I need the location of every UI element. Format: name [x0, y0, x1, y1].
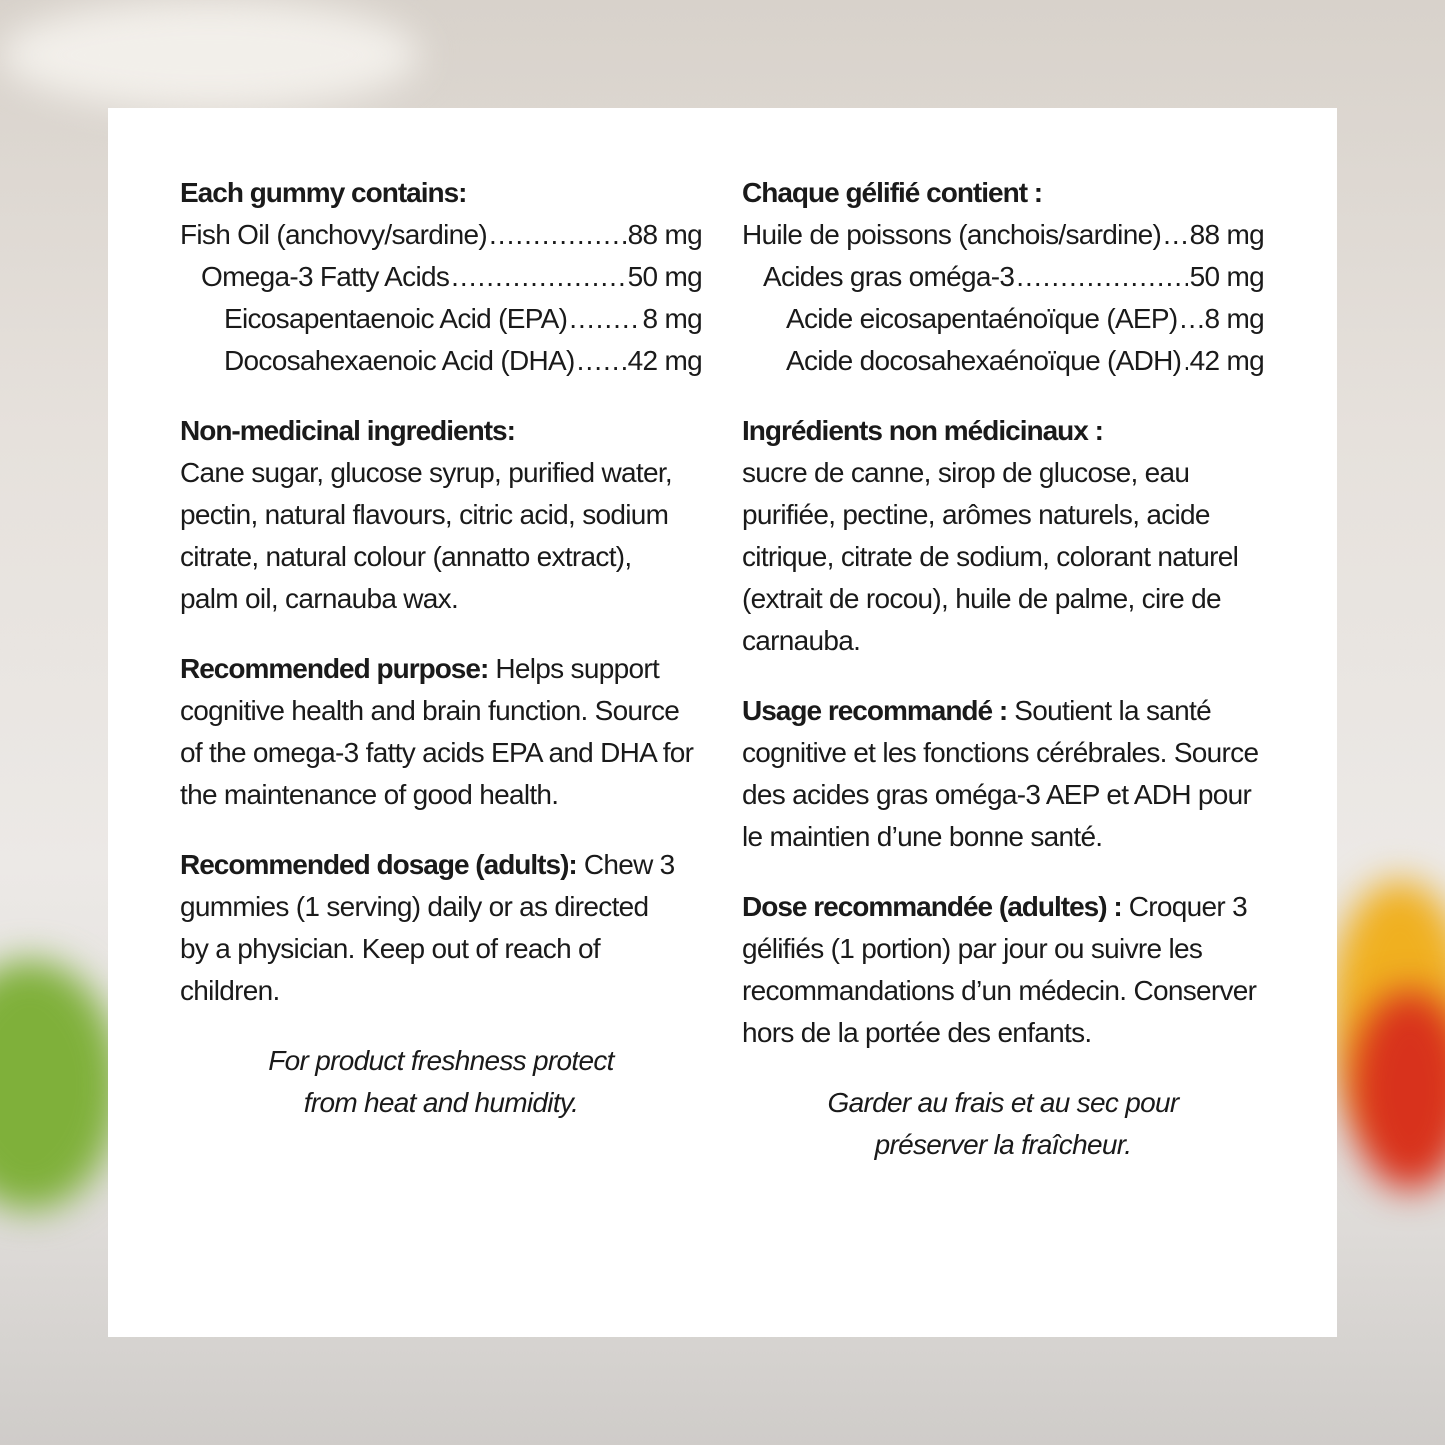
content-label: Acide eicosapentaénoïque (AEP) — [786, 303, 1178, 334]
content-label: Acides gras oméga-3 — [763, 261, 1015, 292]
purpose-title: Usage recommandé : — [742, 695, 1008, 726]
content-value: 42 mg — [1189, 345, 1265, 376]
contents-list: Fish Oil (anchovy/sardine) 88 mg Omega-3 F… — [180, 214, 703, 382]
content-label: Acide docosahexaénoïque (ADH) — [786, 345, 1182, 376]
contents-list: Huile de poissons (anchois/sardine) 88 mg… — [742, 214, 1265, 382]
purpose-text: Soutient la santé cognitive et les fonct… — [742, 695, 1259, 852]
dosage-title: Dose recommandée (adultes) : — [742, 891, 1123, 922]
content-row: Acides gras oméga-3 50 mg — [742, 256, 1265, 298]
purpose-title: Recommended purpose: — [180, 653, 489, 684]
dot-leader — [1180, 298, 1203, 340]
content-label: Omega-3 Fatty Acids — [201, 261, 450, 292]
dosage-section: Dose recommandée (adultes) : Croquer 3 g… — [742, 886, 1257, 1054]
dot-leader — [577, 340, 626, 382]
content-value: 8 mg — [642, 303, 703, 334]
content-label: Huile de poissons (anchois/sardine) — [742, 219, 1162, 250]
purpose-text: Helps support cognitive health and brain… — [180, 653, 694, 810]
nonmed-text: sucre de canne, sirop de glucose, eau pu… — [742, 457, 1239, 656]
content-row: Omega-3 Fatty Acids 50 mg — [180, 256, 703, 298]
dot-leader — [1016, 256, 1187, 298]
content-value: 88 mg — [627, 219, 703, 250]
background-apple — [0, 960, 120, 1210]
label-panel — [108, 108, 1337, 1337]
dot-leader — [489, 214, 626, 256]
freshness-note: For product freshness protect from heat … — [268, 1045, 614, 1118]
dot-leader — [451, 256, 626, 298]
background-pepper-red — [1350, 990, 1445, 1190]
background-window — [0, 0, 420, 110]
dosage-text: Croquer 3 gélifiés (1 portion) par jour … — [742, 891, 1257, 1048]
content-row: Eicosapentaenoic Acid (EPA) 8 mg — [180, 298, 703, 340]
content-row: Acide docosahexaénoïque (ADH)42 mg — [742, 340, 1265, 382]
content-label: Docosahexaenoic Acid (DHA) — [224, 345, 575, 376]
purpose-section: Usage recommandé : Soutient la santé cog… — [742, 690, 1264, 858]
content-value: 50 mg — [1189, 261, 1265, 292]
content-row: Huile de poissons (anchois/sardine) 88 mg — [742, 214, 1265, 256]
content-row: Fish Oil (anchovy/sardine) 88 mg — [180, 214, 703, 256]
content-value: 42 mg — [627, 345, 703, 376]
freshness-note: Garder au frais et au sec pour préserver… — [827, 1087, 1180, 1160]
dosage-text: Chew 3 gummies (1 serving) daily or as d… — [180, 849, 675, 1006]
content-value: 50 mg — [627, 261, 703, 292]
nonmed-text: Cane sugar, glucose syrup, purified wate… — [180, 457, 673, 614]
content-label: Fish Oil (anchovy/sardine) — [180, 219, 488, 250]
contains-title: Each gummy contains: — [180, 177, 468, 208]
nonmed-section: Non-medicinal ingredients: Cane sugar, g… — [180, 410, 702, 620]
nonmed-title: Non-medicinal ingredients: — [180, 415, 516, 446]
dot-leader — [569, 298, 640, 340]
contains-title: Chaque gélifié contient : — [742, 177, 1043, 208]
dosage-section: Recommended dosage (adults): Chew 3 gumm… — [180, 844, 680, 1012]
dot-leader — [1183, 340, 1187, 382]
content-row: Acide eicosapentaénoïque (AEP) 8 mg — [742, 298, 1265, 340]
nonmed-section: Ingrédients non médicinaux : sucre de ca… — [742, 410, 1264, 662]
purpose-section: Recommended purpose: Helps support cogni… — [180, 648, 705, 816]
french-column: Chaque gélifié contient : Huile de poiss… — [742, 172, 1265, 1166]
nonmed-title: Ingrédients non médicinaux : — [742, 415, 1104, 446]
dot-leader — [1163, 214, 1188, 256]
content-label: Eicosapentaenoic Acid (EPA) — [224, 303, 568, 334]
dosage-title: Recommended dosage (adults): — [180, 849, 578, 880]
content-row: Docosahexaenoic Acid (DHA) 42 mg — [180, 340, 703, 382]
content-value: 88 mg — [1189, 219, 1265, 250]
english-column: Each gummy contains: Fish Oil (anchovy/s… — [180, 172, 705, 1124]
content-value: 8 mg — [1204, 303, 1265, 334]
